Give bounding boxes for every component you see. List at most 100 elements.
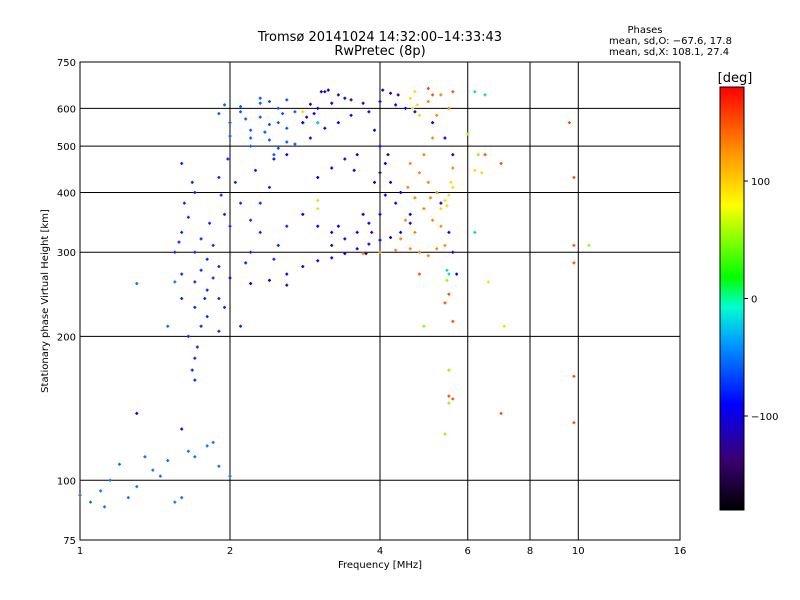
data-point [319, 90, 323, 94]
data-point [126, 496, 130, 500]
data-point [316, 198, 320, 202]
data-point [217, 112, 221, 116]
data-point [451, 153, 455, 157]
data-point [180, 230, 184, 234]
data-point [447, 193, 451, 197]
data-point [330, 230, 334, 234]
data-point [336, 224, 340, 228]
data-point [89, 500, 93, 504]
data-point [326, 88, 330, 92]
data-point [466, 132, 470, 136]
data-point [373, 128, 377, 132]
data-point [272, 157, 276, 161]
x-axis-ticks: 1 2 4 6 8 10 16 [77, 546, 687, 557]
data-point [223, 212, 227, 216]
data-point [445, 278, 449, 282]
data-point [285, 224, 289, 228]
colorbar-tick-label: −100 [751, 412, 778, 423]
data-point [480, 171, 484, 175]
data-point [399, 190, 403, 194]
data-point [108, 478, 112, 482]
data-point [378, 250, 382, 254]
data-point [443, 301, 447, 305]
data-point [217, 464, 221, 468]
data-point [316, 259, 320, 263]
data-point [203, 297, 207, 301]
data-point [431, 136, 435, 140]
data-point [399, 230, 403, 234]
data-point [447, 230, 451, 234]
data-point [249, 136, 253, 140]
data-point [308, 136, 312, 140]
x-tick-label: 2 [227, 546, 233, 557]
data-point [135, 485, 139, 489]
data-point [451, 185, 455, 189]
data-point [447, 394, 451, 398]
data-point [422, 207, 426, 211]
data-point [301, 121, 305, 125]
data-point [343, 157, 347, 161]
data-point [378, 171, 382, 175]
stats-label: Phases [627, 25, 662, 36]
data-point [408, 247, 412, 251]
data-point [173, 280, 177, 284]
data-point [367, 242, 371, 246]
data-points [78, 87, 591, 509]
data-point [422, 324, 426, 328]
data-point [443, 243, 447, 247]
data-point [389, 180, 393, 184]
data-point [211, 243, 215, 247]
data-point [447, 368, 451, 372]
x-tick-label: 4 [377, 546, 383, 557]
data-point [502, 324, 506, 328]
y-tick-label: 100 [57, 476, 76, 487]
data-point [205, 257, 209, 261]
y-tick-label: 600 [57, 104, 76, 115]
x-axis-label: Frequency [MHz] [338, 560, 422, 571]
data-point [239, 110, 243, 114]
data-point [180, 496, 184, 500]
data-point [117, 462, 121, 466]
data-point [99, 489, 103, 493]
colorbar-ticks: 100 0 −100 [744, 177, 778, 423]
data-point [193, 356, 197, 360]
data-point [272, 153, 276, 157]
data-point [567, 121, 571, 125]
data-point [244, 117, 248, 121]
data-point [258, 115, 262, 119]
data-point [193, 305, 197, 309]
data-point [272, 257, 276, 261]
data-point [486, 280, 490, 284]
data-point [428, 196, 432, 200]
data-point [177, 240, 181, 244]
data-point [239, 324, 243, 328]
data-point [186, 334, 190, 338]
data-point [406, 185, 410, 189]
data-point [396, 93, 400, 97]
data-point [447, 292, 451, 296]
x-tick-label: 6 [465, 546, 471, 557]
data-point [499, 411, 503, 415]
data-point [193, 280, 197, 284]
data-point [258, 101, 262, 105]
y-tick-label: 200 [57, 332, 76, 343]
data-point [173, 500, 177, 504]
data-point [361, 212, 365, 216]
data-point [439, 201, 443, 205]
data-point [408, 96, 412, 100]
data-point [249, 218, 253, 222]
data-point [249, 144, 253, 148]
data-point [431, 218, 435, 222]
data-point [285, 126, 289, 130]
data-point [195, 345, 199, 349]
data-point [276, 146, 280, 150]
data-point [443, 136, 447, 140]
data-point [208, 221, 212, 225]
data-point [228, 276, 232, 280]
data-point [439, 93, 443, 97]
data-point [426, 180, 430, 184]
data-point [258, 201, 262, 205]
data-point [285, 153, 289, 157]
data-point [443, 432, 447, 436]
